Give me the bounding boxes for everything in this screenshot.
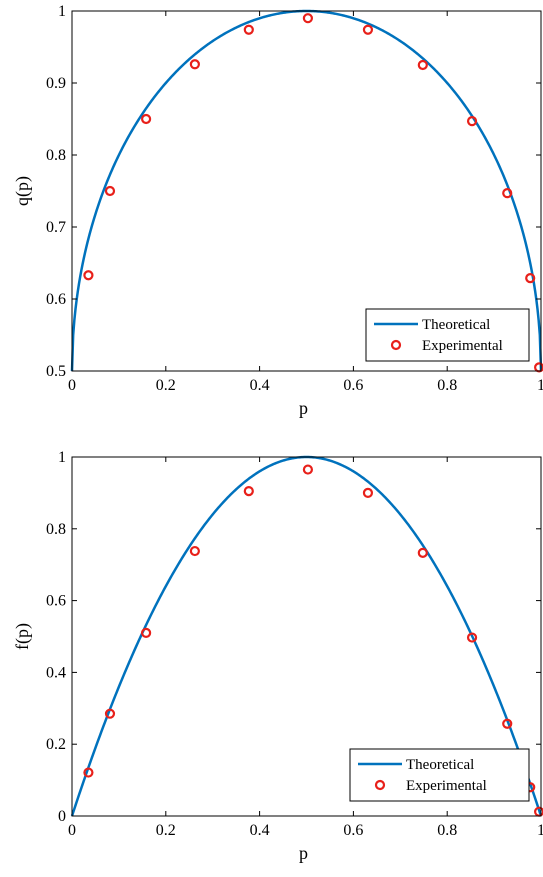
experimental-point [417, 59, 428, 71]
x-tick-label: 0 [68, 822, 76, 839]
experimental-point [502, 188, 513, 199]
legend-box [349, 748, 530, 802]
legend-label-theoretical: Theoretical [406, 757, 474, 773]
experimental-point [141, 627, 152, 639]
y-axis-label: q(p) [12, 176, 33, 206]
x-tick-label: 1 [537, 822, 543, 839]
chart-f-of-p: 0 0.2 0.4 0.6 0.8 1 0 0.2 0.4 0.6 0.8 1 p f(p) Theoret… [12, 449, 543, 863]
legend-marker-swatch [374, 779, 386, 791]
y-tick-label: 0.6 [46, 593, 66, 610]
experimental-point [502, 718, 513, 729]
legend-label-theoretical: Theoretical [422, 317, 490, 333]
legend: Theoretical Experimental [349, 748, 530, 802]
x-tick-label: 0.8 [437, 377, 457, 394]
y-tick-label: 0.6 [46, 291, 66, 308]
experimental-point [189, 545, 200, 557]
x-axis-label: p [299, 398, 308, 418]
experimental-point [417, 547, 428, 558]
y-axis-label: f(p) [12, 623, 33, 650]
experimental-point [104, 708, 116, 719]
experimental-point [466, 632, 478, 643]
x-tick-label: 0.2 [156, 377, 176, 394]
x-tick-label: 0.6 [343, 377, 363, 394]
y-tick-label: 0.2 [46, 736, 66, 753]
experimental-point [83, 270, 94, 281]
experimental-point [362, 24, 374, 35]
experimental-point [243, 24, 254, 35]
y-tick-label: 0.7 [46, 219, 66, 236]
y-tick-label: 0 [58, 808, 66, 825]
axes-box [71, 456, 542, 817]
y-tick-label: 0.8 [46, 521, 66, 538]
axes-box [71, 10, 542, 372]
legend-box [365, 308, 530, 362]
legend-label-experimental: Experimental [422, 338, 503, 354]
y-tick-label: 0.5 [46, 363, 66, 380]
experimental-point [83, 767, 94, 778]
x-tick-label: 0 [68, 377, 76, 394]
experimental-point [104, 185, 116, 197]
experimental-point [141, 113, 152, 125]
y-tick-label: 0.9 [46, 75, 66, 92]
x-tick-label: 0.6 [343, 822, 363, 839]
chart-q-of-p: 0 0.2 0.4 0.6 0.8 1 0.5 0.6 0.7 0.8 0.9 1 p q(p) Theor… [12, 3, 543, 418]
x-tick-label: 1 [537, 377, 543, 394]
y-tick-label: 0.4 [46, 664, 66, 681]
experimental-point [302, 464, 314, 475]
x-tick-label: 0.4 [250, 377, 270, 394]
experimental-point [243, 486, 254, 497]
experimental-point [525, 273, 536, 284]
y-tick-label: 1 [58, 3, 66, 20]
legend-label-experimental: Experimental [406, 778, 487, 794]
x-tick-label: 0.8 [437, 822, 457, 839]
x-axis-label: p [299, 843, 308, 863]
experimental-point [302, 13, 314, 24]
x-tick-label: 0.2 [156, 822, 176, 839]
x-tick-label: 0.4 [250, 822, 270, 839]
y-tick-label: 0.8 [46, 147, 66, 164]
legend: Theoretical Experimental [365, 308, 530, 362]
experimental-point [466, 116, 478, 127]
experimental-point [362, 487, 374, 498]
experimental-point [189, 59, 200, 70]
y-tick-label: 1 [58, 449, 66, 466]
legend-marker-swatch [390, 339, 402, 351]
